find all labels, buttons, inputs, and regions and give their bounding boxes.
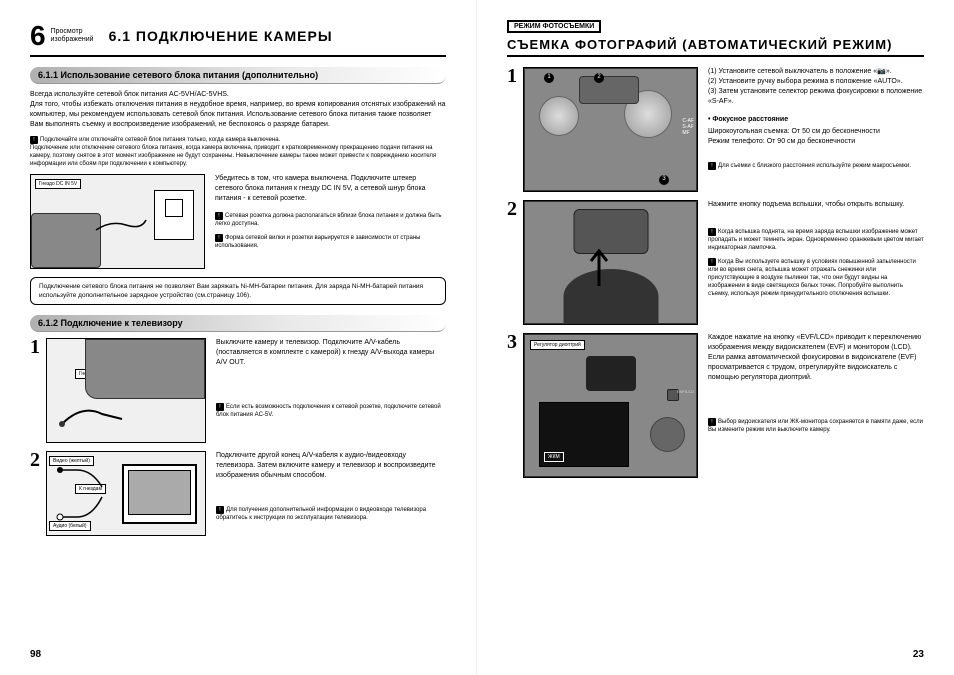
step-number: 2: [507, 198, 517, 221]
figure-caption: Убедитесь в том, что камера выключена. П…: [215, 174, 446, 204]
page-number: 98: [30, 649, 41, 660]
step-number: 1: [507, 65, 517, 88]
note-icon: !: [708, 418, 716, 426]
note-paragraph: !Подключайте или отключайте сетевой блок…: [30, 136, 446, 168]
step-text: Каждое нажатие на кнопку «EVF/LCD» приво…: [708, 333, 924, 383]
step-text: (2) Установите ручку выбора режима в пол…: [708, 77, 924, 87]
figure-flash: [523, 200, 698, 325]
label-lcd: ЖКМ: [544, 452, 564, 462]
label-dc-jack: Гнездо DC IN 5V: [35, 179, 81, 189]
step-text: Выключите камеру и телевизор. Подключите…: [216, 338, 446, 368]
subheading: • Фокусное расстояние: [708, 115, 924, 125]
step-text: (3) Затем установите селектор режима фок…: [708, 87, 924, 107]
note-icon: !: [216, 403, 224, 411]
figure-camera-back: Регулятор диоптрий ЖКМ EVF/LCD: [523, 333, 698, 478]
note-icon: !: [708, 162, 716, 170]
page-title: СЪЕМКА ФОТОГРАФИЙ (АВТОМАТИЧЕСКИЙ РЕЖИМ): [507, 37, 924, 57]
chapter-title: 6.1 ПОДКЛЮЧЕНИЕ КАМЕРЫ: [109, 28, 333, 44]
figure-av-cable: Гнездо A/V OUT: [46, 338, 206, 443]
step-text: (1) Установите сетевой выключатель в пол…: [708, 67, 924, 77]
step-number: 1: [30, 336, 40, 359]
figure-power-connection: Гнездо DC IN 5V: [30, 174, 205, 269]
note-icon: !: [215, 234, 223, 242]
body-paragraph: Всегда используйте сетевой блок питания …: [30, 90, 446, 130]
step-number: 2: [30, 449, 40, 472]
step-text: Широкоугольная съемка: От 50 см до беско…: [708, 127, 924, 147]
figure-camera-top: 1 2 C-AFS-AFMF 3: [523, 67, 698, 192]
section-heading: 6.1.2 Подключение к телевизору: [30, 315, 446, 332]
note-icon: !: [216, 506, 224, 514]
note-icon: !: [30, 136, 38, 144]
step-text: Нажмите кнопку подъема вспышки, чтобы от…: [708, 200, 924, 210]
note-icon: !: [708, 228, 716, 236]
note-icon: !: [708, 258, 716, 266]
mode-label: РЕЖИМ ФОТОСЪЕМКИ: [507, 20, 601, 33]
warning-box: Подключение сетевого блока питания не по…: [30, 277, 446, 305]
page-number: 23: [913, 649, 924, 660]
note-icon: !: [215, 212, 223, 220]
label-diopter: Регулятор диоптрий: [530, 340, 585, 350]
step-number: 3: [507, 331, 517, 354]
figure-tv-connection: Видео (желтый) К гнездам Аудио (белый): [46, 451, 206, 536]
section-heading: 6.1.1 Использование сетевого блока питан…: [30, 67, 446, 84]
chapter-number: 6: [30, 20, 46, 52]
step-text: Подключите другой конец A/V-кабеля к ауд…: [216, 451, 446, 481]
chapter-subtitle: Просмотр изображений: [51, 28, 109, 44]
